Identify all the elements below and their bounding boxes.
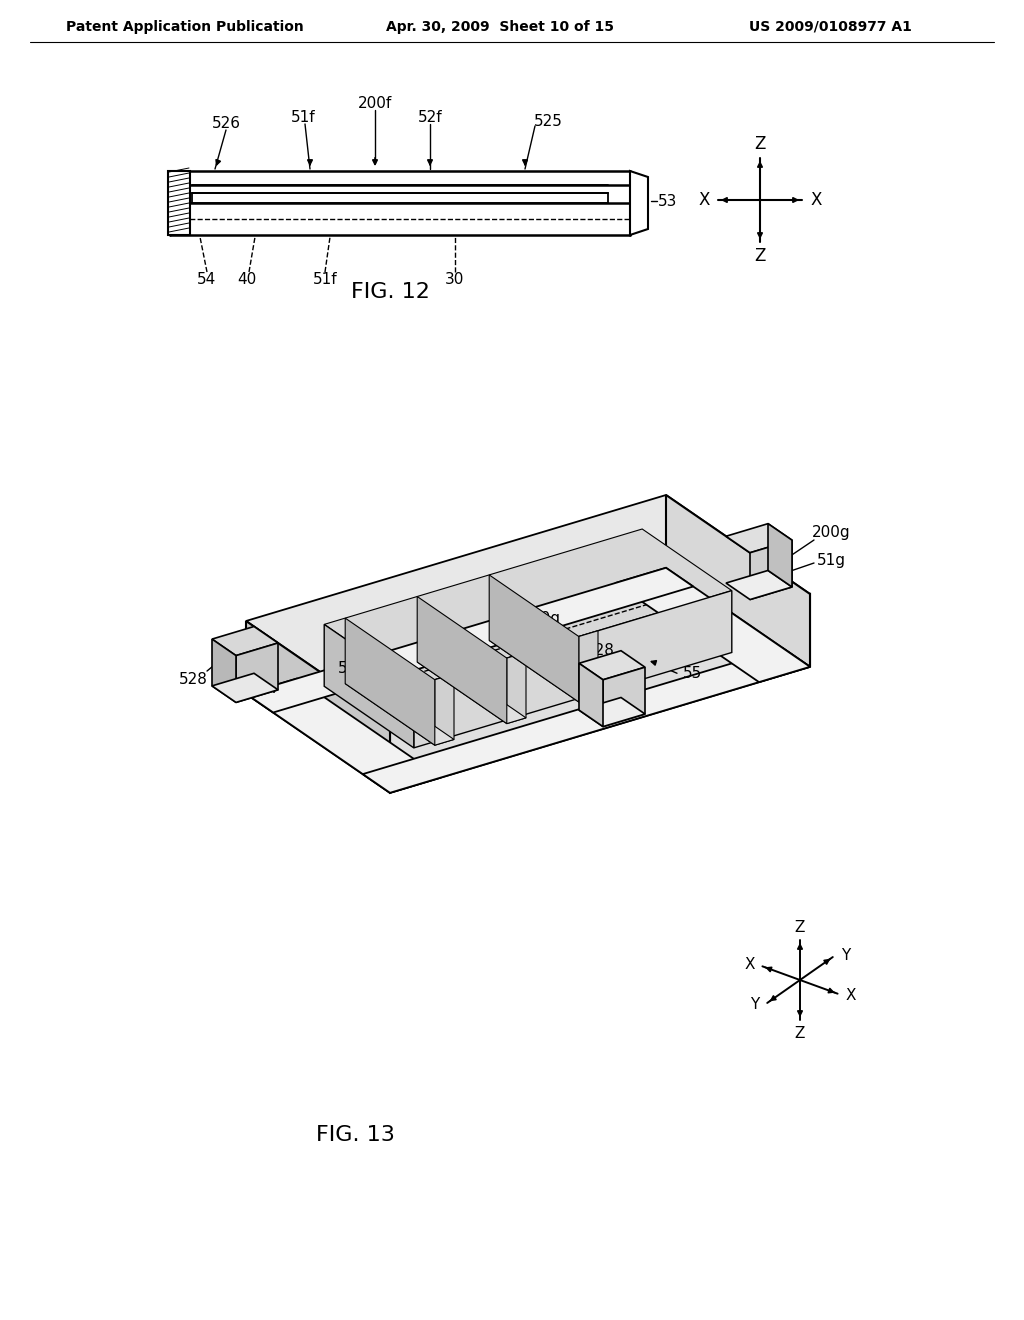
Text: 52f: 52f bbox=[418, 111, 442, 125]
Text: 200g: 200g bbox=[812, 525, 850, 540]
Text: 52g: 52g bbox=[338, 661, 367, 676]
Polygon shape bbox=[246, 568, 693, 713]
Polygon shape bbox=[579, 663, 603, 726]
Polygon shape bbox=[325, 624, 414, 748]
Text: Apr. 30, 2009  Sheet 10 of 15: Apr. 30, 2009 Sheet 10 of 15 bbox=[386, 20, 614, 34]
Text: 30: 30 bbox=[445, 272, 465, 288]
Text: 528: 528 bbox=[586, 643, 614, 657]
Text: Y: Y bbox=[841, 948, 850, 962]
Polygon shape bbox=[417, 597, 507, 723]
Polygon shape bbox=[435, 675, 454, 746]
Polygon shape bbox=[345, 678, 454, 746]
Polygon shape bbox=[489, 576, 579, 702]
Text: 200f: 200f bbox=[357, 96, 392, 111]
Polygon shape bbox=[246, 620, 390, 793]
Polygon shape bbox=[414, 590, 732, 748]
Text: Y: Y bbox=[750, 998, 759, 1012]
Polygon shape bbox=[768, 524, 792, 587]
Text: X: X bbox=[698, 191, 710, 209]
Text: 40: 40 bbox=[470, 655, 489, 669]
Polygon shape bbox=[630, 172, 648, 235]
Polygon shape bbox=[726, 524, 792, 553]
Text: 40: 40 bbox=[238, 272, 257, 288]
Polygon shape bbox=[579, 631, 598, 702]
Polygon shape bbox=[726, 570, 792, 599]
Polygon shape bbox=[489, 635, 598, 702]
Text: 528: 528 bbox=[602, 696, 632, 710]
Polygon shape bbox=[579, 651, 645, 680]
Text: US 2009/0108977 A1: US 2009/0108977 A1 bbox=[749, 20, 911, 34]
Text: Z: Z bbox=[795, 1026, 805, 1040]
Polygon shape bbox=[212, 639, 236, 702]
Polygon shape bbox=[168, 172, 190, 235]
Polygon shape bbox=[246, 678, 441, 793]
Text: 51f: 51f bbox=[291, 111, 315, 125]
Text: 51g: 51g bbox=[816, 553, 846, 568]
Polygon shape bbox=[246, 495, 810, 719]
Text: 54: 54 bbox=[198, 272, 217, 288]
Text: Patent Application Publication: Patent Application Publication bbox=[67, 20, 304, 34]
Polygon shape bbox=[417, 656, 526, 723]
Text: FIG. 12: FIG. 12 bbox=[350, 282, 429, 302]
Polygon shape bbox=[345, 618, 435, 746]
Polygon shape bbox=[212, 627, 278, 656]
Polygon shape bbox=[615, 568, 810, 682]
Polygon shape bbox=[390, 594, 810, 793]
Text: 53: 53 bbox=[658, 194, 678, 209]
Text: X: X bbox=[846, 989, 856, 1003]
Polygon shape bbox=[236, 643, 278, 702]
Text: 526: 526 bbox=[212, 116, 241, 132]
Polygon shape bbox=[212, 673, 278, 702]
Polygon shape bbox=[750, 540, 792, 599]
Polygon shape bbox=[603, 667, 645, 726]
Text: Z: Z bbox=[795, 920, 805, 935]
Text: 51f: 51f bbox=[312, 272, 337, 288]
Polygon shape bbox=[362, 648, 810, 793]
Polygon shape bbox=[666, 495, 810, 667]
Text: 527: 527 bbox=[252, 681, 281, 697]
Text: 55: 55 bbox=[682, 665, 701, 681]
Text: 30: 30 bbox=[380, 676, 399, 692]
Text: X: X bbox=[810, 191, 821, 209]
Text: X: X bbox=[744, 957, 755, 972]
Polygon shape bbox=[579, 697, 645, 726]
Text: 50g: 50g bbox=[531, 611, 560, 626]
Text: 528: 528 bbox=[178, 672, 208, 686]
Text: Z: Z bbox=[755, 247, 766, 265]
Polygon shape bbox=[507, 652, 526, 723]
Text: FIG. 13: FIG. 13 bbox=[315, 1125, 394, 1144]
Text: Z: Z bbox=[755, 135, 766, 153]
Polygon shape bbox=[325, 529, 732, 686]
Text: 525: 525 bbox=[534, 114, 562, 128]
